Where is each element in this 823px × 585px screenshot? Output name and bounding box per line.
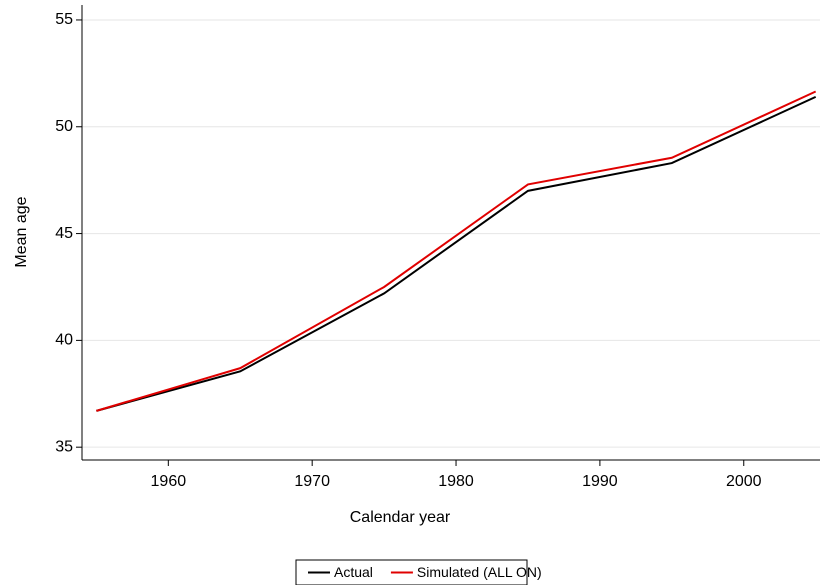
x-axis-label: Calendar year: [350, 509, 451, 526]
legend-label: Actual: [334, 564, 373, 580]
x-tick-label: 1980: [438, 473, 474, 490]
series-line: [96, 95, 817, 412]
y-tick-label: 45: [55, 225, 73, 242]
x-tick-label: 1970: [294, 473, 330, 490]
y-tick-label: 55: [55, 11, 73, 28]
x-tick-label: 1990: [582, 473, 618, 490]
y-tick-label: 50: [55, 118, 73, 135]
legend-label: Simulated (ALL ON): [417, 564, 542, 580]
x-tick-label: 2000: [726, 473, 762, 490]
series-line: [96, 90, 817, 412]
y-tick-label: 40: [55, 332, 73, 349]
y-axis-label: Mean age: [13, 196, 30, 267]
x-tick-label: 1960: [151, 473, 187, 490]
y-tick-label: 35: [55, 438, 73, 455]
